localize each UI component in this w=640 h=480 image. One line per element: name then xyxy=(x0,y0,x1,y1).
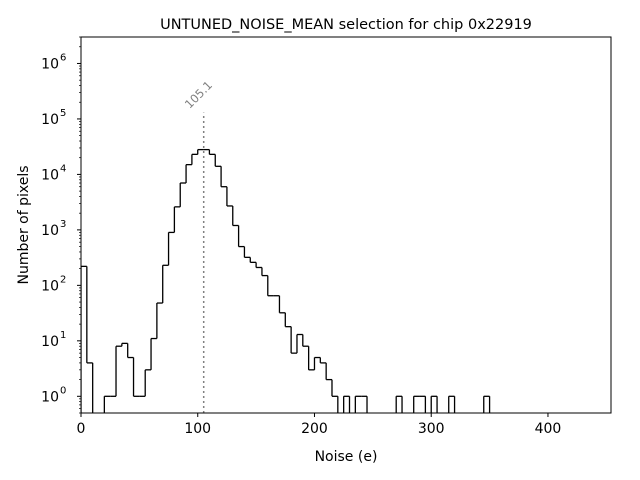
y-tick-label: 10 xyxy=(41,112,59,128)
y-tick-label: 10 xyxy=(41,167,59,183)
chart-title: UNTUNED_NOISE_MEAN selection for chip 0x… xyxy=(160,17,532,33)
x-tick-label: 0 xyxy=(77,421,86,437)
plot-frame xyxy=(80,36,612,414)
x-tick-label: 100 xyxy=(184,421,211,437)
y-tick-label: 10 xyxy=(41,56,59,72)
x-axis-label: Noise (e) xyxy=(315,449,378,465)
x-tick-label: 200 xyxy=(301,421,328,437)
x-tick-label: 400 xyxy=(535,421,562,437)
y-tick-label: 10 xyxy=(41,223,59,239)
y-tick-exponent: 0 xyxy=(60,385,66,396)
y-tick-label: 10 xyxy=(41,278,59,294)
y-tick-exponent: 4 xyxy=(60,163,66,174)
y-axis-label: Number of pixels xyxy=(16,165,32,284)
histogram-step-connectors xyxy=(81,149,491,413)
mean-marker-label: 105.1 xyxy=(182,78,215,111)
y-tick-exponent: 2 xyxy=(60,274,66,285)
x-tick-label: 300 xyxy=(418,421,445,437)
y-tick-exponent: 5 xyxy=(60,108,66,119)
y-tick-label: 10 xyxy=(41,389,59,405)
y-tick-label: 10 xyxy=(41,334,59,350)
y-tick-exponent: 3 xyxy=(60,219,66,230)
y-tick-exponent: 6 xyxy=(60,52,66,63)
y-tick-exponent: 1 xyxy=(60,330,66,341)
